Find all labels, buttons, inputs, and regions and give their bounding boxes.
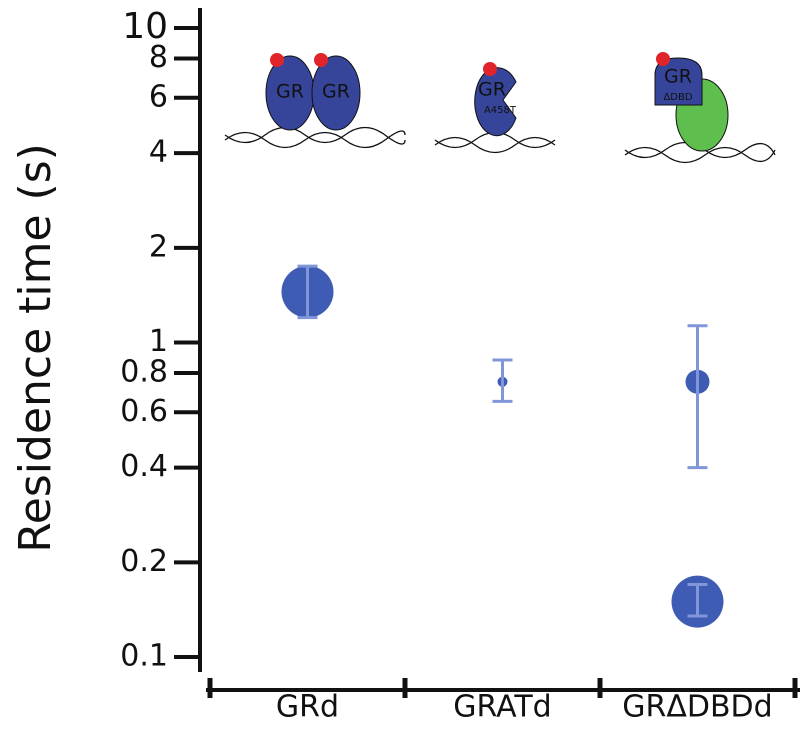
protein-label: GR: [322, 81, 350, 103]
protein-sublabel: A458T: [484, 105, 517, 116]
protein-label: GR: [276, 81, 304, 103]
protein-label: GR: [664, 66, 692, 88]
illustration-grdbdd: GR ΔDBD: [624, 52, 776, 164]
protein-sublabel: ΔDBD: [663, 92, 692, 103]
dna: [224, 130, 406, 149]
x-tick-label: GRd: [276, 690, 339, 725]
error-bar: [492, 358, 513, 403]
y-tick-label: 0.8: [120, 354, 168, 389]
error-bar: [687, 324, 708, 470]
x-tick-label: GRATd: [453, 690, 551, 725]
y-tick-label: 0.1: [120, 639, 168, 674]
y-tick-label: 0.2: [120, 544, 168, 579]
y-tick-label: 1: [149, 324, 168, 359]
protein-label: GR: [478, 79, 506, 101]
error-bar: [687, 583, 708, 618]
y-tick-label: 0.4: [120, 449, 168, 484]
protein: [474, 67, 517, 137]
dna: [224, 126, 406, 145]
y-tick-label: 4: [149, 135, 168, 170]
protein: [654, 57, 703, 106]
y-tick-label: 2: [149, 229, 168, 264]
protein: [311, 55, 361, 131]
y-tick-label: 10: [122, 6, 168, 47]
label-dot: [483, 62, 497, 76]
label-dot: [314, 53, 328, 67]
x-tick-label: GRΔDBDd: [622, 690, 772, 725]
x-ticks: [207, 678, 798, 698]
dna: [434, 136, 556, 154]
y-tick-label: 0.6: [120, 394, 168, 429]
label-dot: [656, 52, 670, 66]
y-axis-title: Residence time (s): [10, 143, 61, 553]
label-dot: [270, 53, 284, 67]
error-bar: [297, 264, 318, 320]
illustration-gratd: GR A458T: [434, 62, 556, 154]
y-tick-label: 6: [149, 79, 168, 114]
dna: [624, 146, 776, 164]
y-tick-label: 8: [149, 40, 168, 75]
illustration-grd: GR GR: [224, 53, 406, 149]
